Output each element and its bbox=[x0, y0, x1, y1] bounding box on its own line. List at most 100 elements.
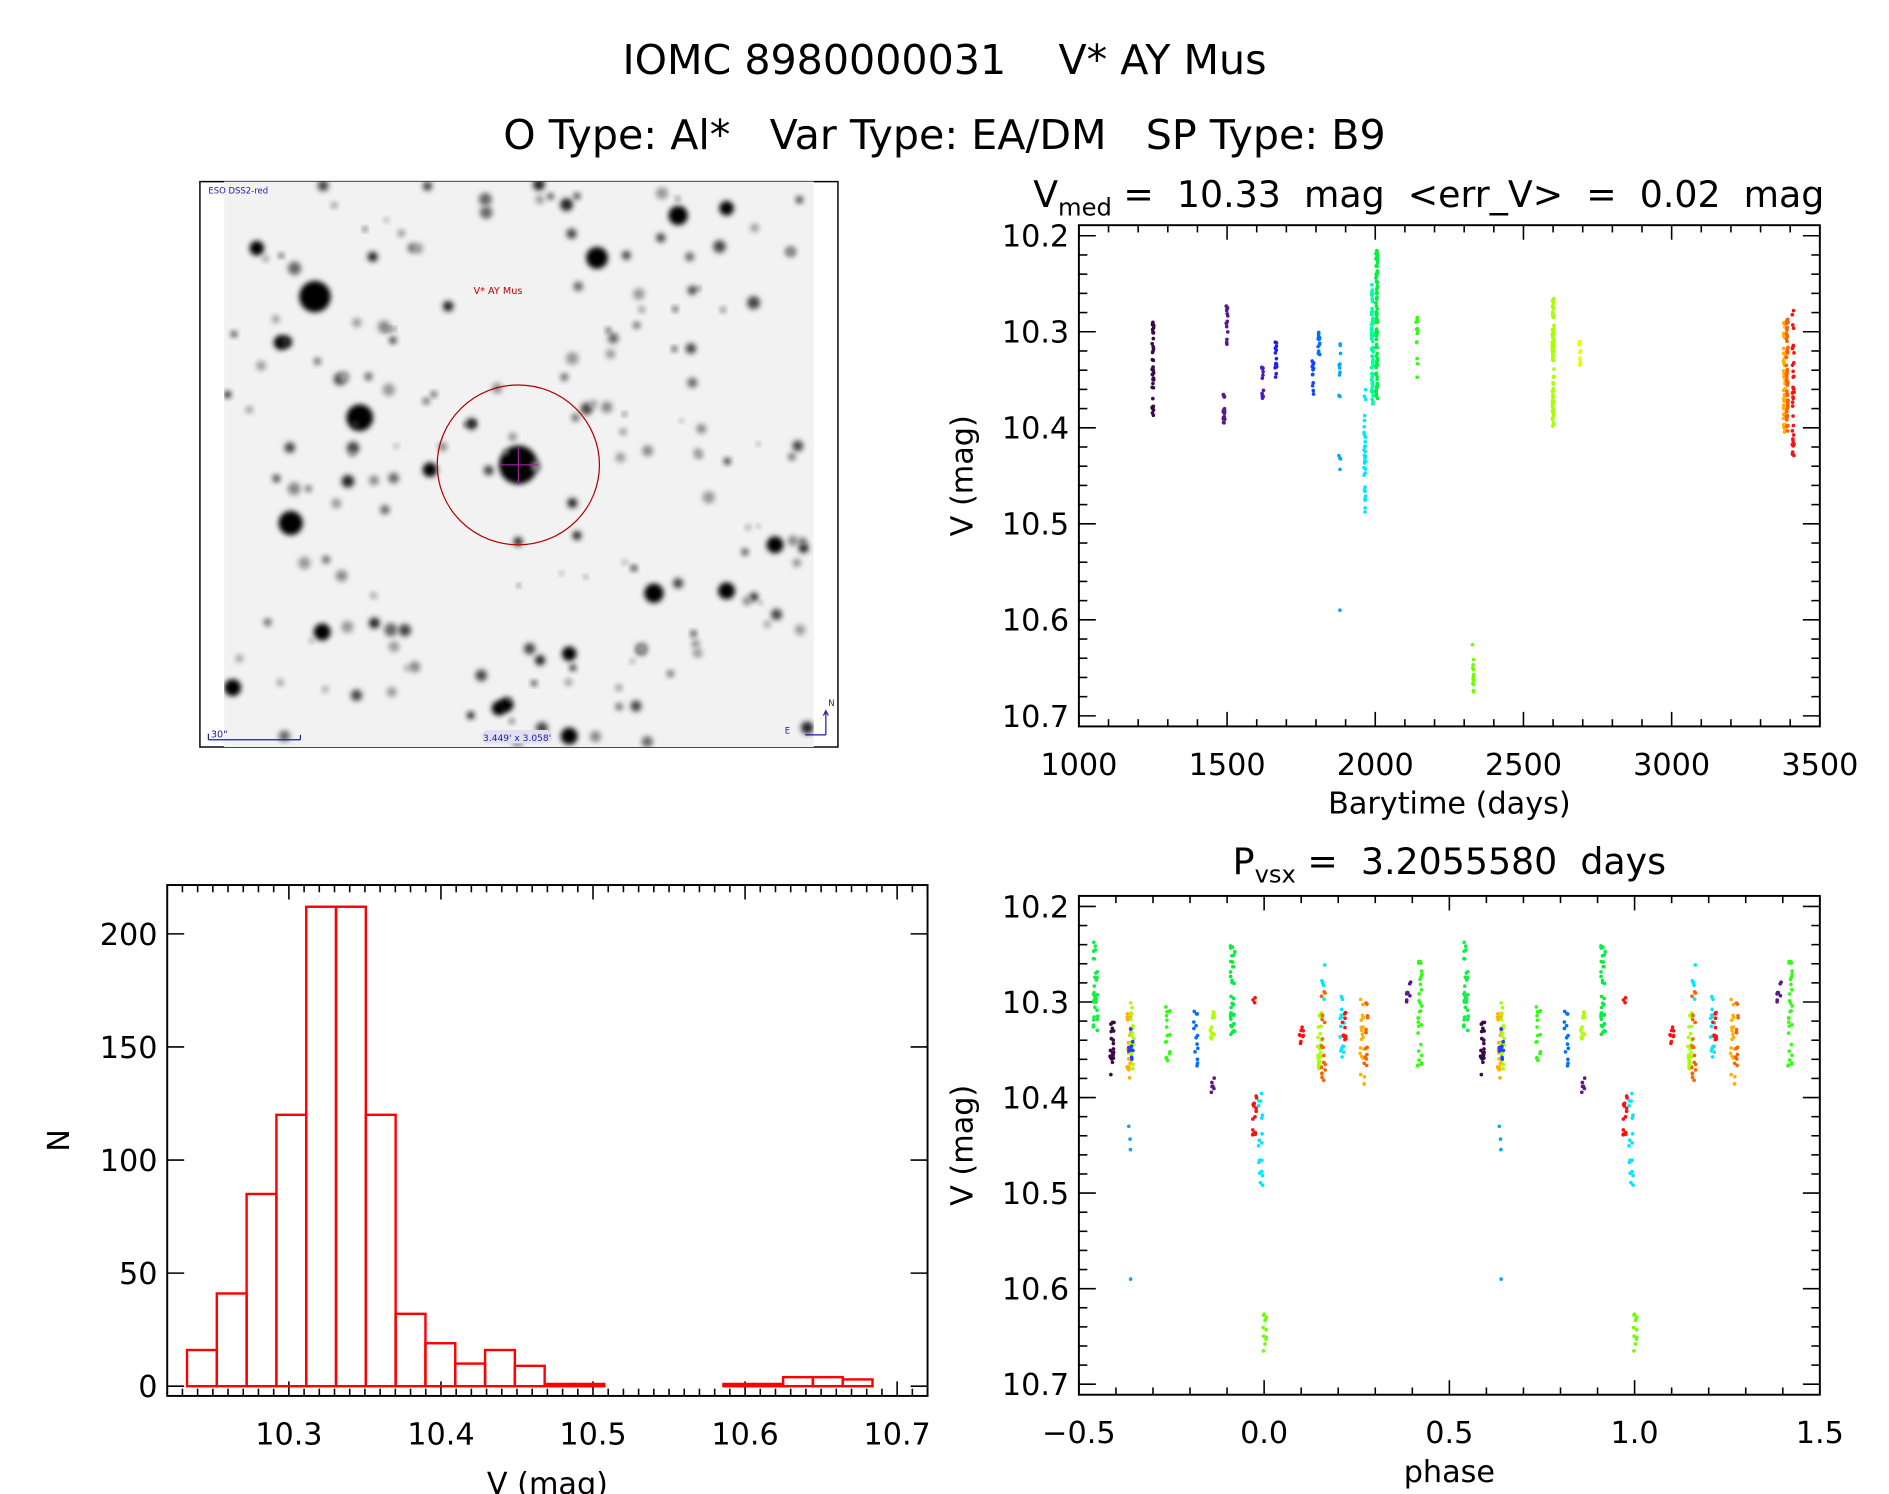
data-point bbox=[1320, 1075, 1324, 1080]
data-point bbox=[1790, 400, 1795, 405]
data-point bbox=[1471, 682, 1476, 687]
data-point bbox=[1362, 430, 1366, 435]
data-point bbox=[1374, 264, 1379, 268]
data-point bbox=[1338, 467, 1342, 472]
star bbox=[742, 596, 752, 606]
data-point bbox=[1463, 995, 1468, 1000]
data-point bbox=[1251, 1132, 1256, 1136]
data-point bbox=[1729, 1046, 1733, 1050]
data-point bbox=[1621, 998, 1626, 1002]
star bbox=[630, 658, 635, 664]
data-point bbox=[1693, 1020, 1697, 1025]
data-point bbox=[1192, 1026, 1196, 1031]
data-point bbox=[1562, 1009, 1567, 1014]
data-point bbox=[1111, 1050, 1116, 1055]
star bbox=[370, 592, 377, 599]
data-point bbox=[1273, 375, 1278, 379]
data-point bbox=[1221, 415, 1226, 419]
data-point bbox=[1581, 1031, 1585, 1035]
star bbox=[299, 280, 331, 313]
data-point bbox=[1092, 1015, 1096, 1019]
data-point bbox=[1627, 1138, 1632, 1143]
histogram-bar bbox=[185, 1348, 219, 1388]
data-point bbox=[1786, 423, 1790, 428]
data-point bbox=[1109, 1072, 1113, 1077]
data-point bbox=[1126, 1124, 1131, 1129]
histogram-bar bbox=[752, 1382, 785, 1388]
data-point bbox=[1254, 1109, 1258, 1114]
y-tick-label: 10.4 bbox=[1002, 1081, 1069, 1116]
star bbox=[280, 335, 293, 348]
data-point bbox=[1499, 1147, 1503, 1152]
data-point bbox=[1415, 356, 1419, 361]
data-point bbox=[1690, 994, 1694, 999]
data-point bbox=[1317, 337, 1321, 342]
lc-xlabel: Barytime (days) bbox=[1328, 787, 1571, 822]
data-point bbox=[1471, 663, 1475, 667]
data-point bbox=[1712, 1050, 1716, 1054]
data-point bbox=[1599, 994, 1604, 999]
data-point bbox=[1599, 1017, 1604, 1021]
data-point bbox=[1791, 437, 1795, 441]
page-subtitle: O Type: Al* Var Type: EA/DM SP Type: B9 bbox=[503, 111, 1385, 159]
star bbox=[224, 390, 232, 399]
star bbox=[679, 418, 684, 423]
data-point bbox=[1499, 1277, 1503, 1281]
data-point bbox=[1362, 1074, 1367, 1079]
star bbox=[745, 524, 752, 531]
data-point bbox=[1340, 1044, 1345, 1049]
data-point bbox=[1362, 488, 1367, 492]
star bbox=[309, 638, 314, 643]
data-point bbox=[1496, 1012, 1500, 1016]
star bbox=[687, 285, 697, 295]
data-point bbox=[1599, 1005, 1604, 1010]
data-point bbox=[1361, 1002, 1365, 1007]
data-point bbox=[1418, 1001, 1422, 1005]
data-point bbox=[1343, 1025, 1347, 1030]
data-point bbox=[1784, 355, 1789, 360]
data-point bbox=[1225, 337, 1229, 342]
data-point bbox=[1417, 1058, 1421, 1062]
data-point bbox=[1299, 1028, 1303, 1033]
data-point bbox=[1222, 420, 1226, 425]
data-point bbox=[1322, 963, 1327, 967]
data-point bbox=[1259, 1116, 1264, 1120]
data-point bbox=[1128, 1147, 1133, 1152]
data-point bbox=[1128, 1277, 1133, 1281]
y-tick-label: 10.3 bbox=[1002, 316, 1069, 351]
histogram-bar bbox=[305, 905, 338, 1388]
data-point bbox=[1735, 1045, 1740, 1050]
y-tick-label: 50 bbox=[119, 1257, 158, 1292]
data-point bbox=[1375, 359, 1379, 363]
data-point bbox=[1634, 1335, 1639, 1340]
star bbox=[317, 181, 329, 192]
data-point bbox=[1369, 290, 1374, 294]
data-point bbox=[1416, 1020, 1421, 1024]
star bbox=[256, 360, 266, 371]
data-point bbox=[1416, 1031, 1420, 1035]
data-point bbox=[1466, 993, 1470, 997]
data-point bbox=[1730, 1028, 1734, 1033]
data-point bbox=[1192, 1009, 1197, 1014]
lc-title-sub: med bbox=[1058, 194, 1112, 222]
data-point bbox=[1369, 365, 1374, 370]
data-point bbox=[1323, 1062, 1328, 1067]
data-point bbox=[1375, 396, 1380, 401]
data-point bbox=[1363, 506, 1367, 510]
data-point bbox=[1419, 1023, 1424, 1027]
star bbox=[547, 192, 554, 200]
data-point bbox=[1151, 413, 1156, 418]
data-point bbox=[1125, 1015, 1130, 1020]
data-point bbox=[1321, 1045, 1325, 1050]
data-point bbox=[1251, 1128, 1255, 1132]
data-point bbox=[1318, 1031, 1322, 1036]
star bbox=[298, 556, 311, 570]
data-point bbox=[1370, 306, 1375, 311]
data-point bbox=[1251, 998, 1255, 1002]
data-point bbox=[1228, 959, 1233, 964]
plot-frame bbox=[1077, 224, 1821, 728]
data-point bbox=[1785, 389, 1789, 394]
data-point bbox=[1693, 991, 1698, 995]
star bbox=[713, 240, 726, 253]
star bbox=[798, 542, 809, 554]
